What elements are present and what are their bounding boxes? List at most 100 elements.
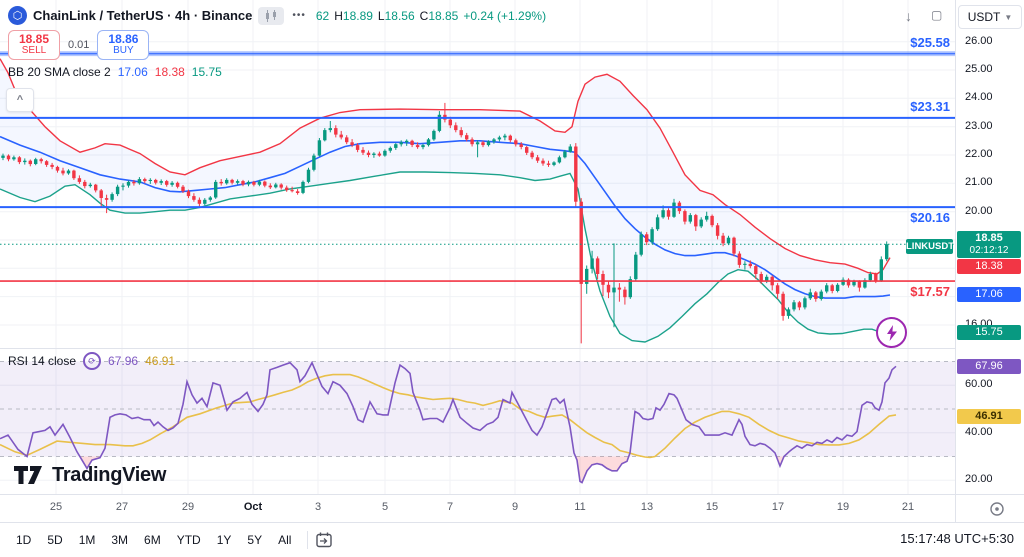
buy-button[interactable]: 18.86 BUY	[97, 30, 150, 60]
time-tick-label: 15	[705, 501, 719, 513]
price-axis-chip[interactable]: 15.75	[957, 325, 1021, 340]
level-price-label[interactable]: $25.58	[910, 35, 950, 50]
go-to-date-button[interactable]	[316, 532, 333, 548]
ohlc-close-label: C	[419, 8, 429, 23]
rsi-tick-label: 40.00	[965, 426, 993, 438]
chainlink-logo-icon: ⬡	[8, 6, 27, 25]
price-axis-chip[interactable]: 46.91	[957, 409, 1021, 424]
time-tick-label: 7	[446, 501, 454, 513]
rsi-series	[0, 360, 897, 484]
tradingview-logo[interactable]: TradingView	[14, 464, 166, 487]
rsi-tick-label: 20.00	[965, 473, 993, 485]
rsi-refresh-icon[interactable]: ⟳	[83, 352, 102, 370]
eye-icon[interactable]	[989, 501, 1005, 522]
price-tick-label: 20.00	[965, 205, 993, 217]
buy-price: 18.86	[108, 32, 139, 46]
range-button-3m[interactable]: 3M	[111, 533, 129, 547]
rsi-legend[interactable]: RSI 14 close ⟳ 67.96 46.91	[8, 352, 175, 370]
rsi-legend-title: RSI 14 close	[8, 354, 77, 368]
chevron-up-icon: ^	[16, 94, 24, 106]
price-axis-chip[interactable]: 18.38	[957, 259, 1021, 274]
bb-fill	[0, 58, 890, 342]
time-tick-label: 5	[381, 501, 389, 513]
ohlc-high: 18.89	[342, 8, 373, 23]
ohlc-open: 62	[315, 8, 330, 23]
range-button-1m[interactable]: 1M	[78, 533, 96, 547]
time-tick-label: Oct	[243, 501, 263, 513]
sell-button[interactable]: 18.85 SELL	[8, 30, 60, 60]
pane-collapse-button[interactable]: ^	[6, 88, 34, 112]
currency-dropdown[interactable]: USDT ▼	[958, 5, 1022, 29]
ohlc-close: 18.85	[428, 8, 459, 23]
range-button-1y[interactable]: 1Y	[216, 533, 232, 547]
range-button-5d[interactable]: 5D	[47, 533, 63, 547]
candles-icon	[266, 9, 277, 22]
ohlc-high-label: H	[334, 8, 343, 23]
level-price-label[interactable]: $17.57	[910, 284, 950, 299]
bottom-toolbar: 1D 5D 1M 3M 6M YTD 1Y 5Y All	[0, 522, 1024, 557]
level-lines[interactable]	[0, 51, 955, 282]
buy-label: BUY	[113, 45, 134, 56]
ohlc-values: 62 H18.89 L18.56 C18.85 +0.24 (+1.29%)	[316, 9, 546, 23]
symbol-header: ⬡ ChainLink / TetherUS · 4h · Binance ••…	[8, 6, 546, 25]
symbol-axis-chip: LINKUSDT	[906, 239, 955, 254]
time-tick-label: 25	[49, 501, 63, 513]
time-tick-label: 21	[901, 501, 915, 513]
price-tick-label: 26.00	[965, 35, 993, 47]
time-tick-label: 17	[771, 501, 785, 513]
time-tick-label: 13	[640, 501, 654, 513]
rsi-ma-value: 46.91	[145, 354, 176, 368]
price-tick-label: 25.00	[965, 63, 993, 75]
bb-legend-title: BB 20 SMA close 2	[8, 65, 111, 79]
time-tick-label: 29	[181, 501, 195, 513]
tradingview-glyph-icon	[14, 465, 42, 484]
time-tick-label: 3	[314, 501, 322, 513]
bb-legend[interactable]: BB 20 SMA close 2 17.06 18.38 15.75	[8, 65, 222, 79]
time-tick-label: 19	[836, 501, 850, 513]
tradingview-wordmark: TradingView	[52, 464, 167, 486]
bb-basis-value: 17.06	[117, 65, 148, 79]
range-button-6m[interactable]: 6M	[144, 533, 161, 547]
price-tick-label: 23.00	[965, 120, 993, 132]
symbol-title[interactable]: ChainLink / TetherUS · 4h · Binance	[33, 8, 253, 23]
rsi-value: 67.96	[108, 354, 139, 368]
download-icon[interactable]: ↓	[905, 8, 912, 24]
ohlc-change: +0.24 (+1.29%)	[463, 8, 547, 23]
price-axis-chip[interactable]: 67.96	[957, 359, 1021, 374]
time-tick-label: 11	[574, 501, 586, 513]
range-button-all[interactable]: All	[278, 533, 292, 547]
bb-lower-value: 15.75	[191, 65, 222, 79]
screenshot-icon[interactable]: ▢	[931, 8, 943, 22]
trade-panel: 18.85 SELL 0.01 18.86 BUY	[8, 30, 150, 60]
toolbar-divider	[307, 531, 309, 549]
range-button-1d[interactable]: 1D	[16, 533, 32, 547]
range-button-5y[interactable]: 5Y	[247, 533, 263, 547]
ohlc-low-label: L	[377, 8, 385, 23]
lightning-icon	[886, 324, 897, 341]
rsi-tick-label: 60.00	[965, 378, 993, 390]
legend-menu-button[interactable]: •••	[292, 10, 306, 21]
range-button-ytd[interactable]: YTD	[176, 533, 201, 547]
level-price-label[interactable]: $20.16	[910, 210, 950, 225]
bb-upper-value: 18.38	[154, 65, 185, 79]
price-tick-label: 24.00	[965, 91, 993, 103]
currency-label: USDT	[967, 10, 1001, 24]
quick-trade-button[interactable]	[876, 317, 907, 348]
clock[interactable]: 15:17:48 UTC+5:30	[900, 531, 1014, 546]
time-tick-label: 27	[115, 501, 129, 513]
price-tick-label: 21.00	[965, 176, 993, 188]
chart-canvas[interactable]	[0, 0, 1024, 524]
chevron-down-icon: ▼	[1004, 12, 1013, 22]
sell-label: SELL	[21, 45, 47, 56]
candle-style-button[interactable]	[258, 6, 285, 25]
price-tick-label: 22.00	[965, 148, 993, 160]
price-axis-chip[interactable]: 17.06	[957, 287, 1021, 302]
spread-value: 0.01	[68, 39, 90, 51]
level-price-label[interactable]: $23.31	[910, 99, 950, 114]
ohlc-low: 18.56	[384, 8, 415, 23]
price-axis-chip[interactable]: 18.85 02:12:12	[957, 231, 1021, 258]
time-tick-label: 9	[511, 501, 519, 513]
calendar-icon	[316, 532, 333, 548]
